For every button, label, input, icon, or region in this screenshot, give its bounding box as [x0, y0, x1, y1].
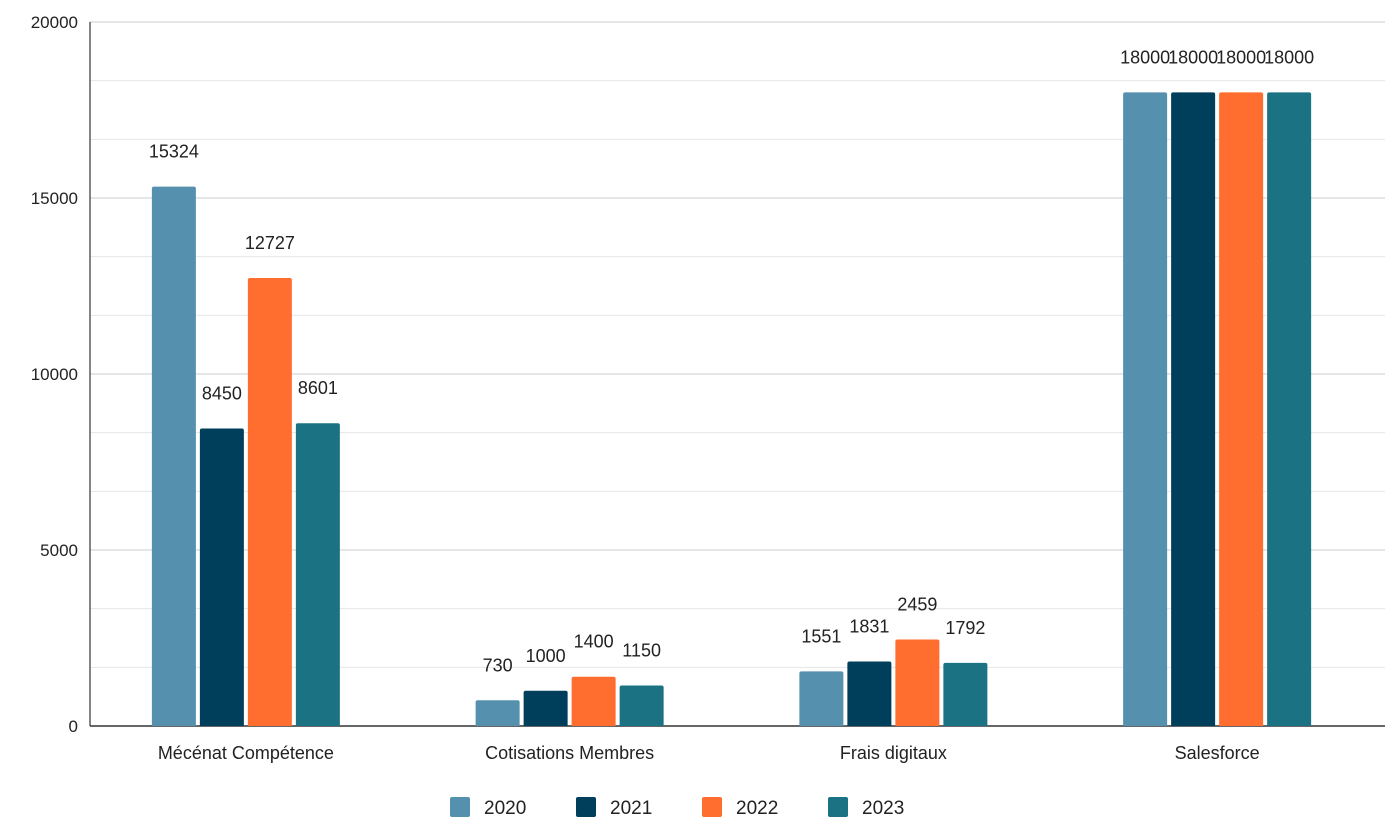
y-tick-label: 15000 [31, 189, 78, 208]
bar-2023-3[interactable] [1267, 92, 1312, 726]
legend-swatch-2020[interactable] [450, 797, 470, 817]
bar-2021-2[interactable] [847, 661, 892, 726]
bar-2022-2[interactable] [895, 639, 940, 726]
legend-label[interactable]: 2020 [484, 798, 526, 819]
data-label: 730 [483, 655, 513, 675]
bar-2020-1[interactable] [475, 700, 520, 726]
bar-2023-2[interactable] [943, 662, 988, 726]
x-tick-label: Cotisations Membres [485, 743, 654, 763]
data-label: 1551 [801, 626, 841, 646]
data-label: 1150 [622, 641, 661, 661]
x-tick-label: Mécénat Compétence [158, 743, 334, 763]
bar-2021-0[interactable] [199, 428, 244, 726]
x-tick-label: Salesforce [1175, 743, 1260, 763]
bars-layer [151, 92, 1312, 726]
y-tick-label: 10000 [31, 365, 78, 384]
data-label: 8601 [298, 378, 338, 398]
bar-2023-0[interactable] [295, 423, 340, 726]
data-label: 1831 [849, 617, 889, 637]
legend-label[interactable]: 2022 [736, 798, 778, 819]
data-labels-layer: 15324 8450 12727 8601 730 1000 1400 1150 1551 183… [149, 47, 1314, 675]
legend-swatch-2022[interactable] [702, 797, 722, 817]
data-label: 18000 [1216, 47, 1266, 67]
bar-2020-3[interactable] [1123, 92, 1168, 726]
y-tick-label: 0 [69, 717, 78, 736]
bar-2022-0[interactable] [247, 278, 292, 726]
legend-label[interactable]: 2023 [862, 798, 904, 819]
y-tick-label: 5000 [40, 541, 78, 560]
data-label: 18000 [1120, 47, 1170, 67]
x-tick-label: Frais digitaux [840, 743, 947, 763]
axis-layer: 0 5000 10000 15000 20000 Mécénat Compétence Co… [31, 13, 1385, 763]
legend-swatch-2021[interactable] [576, 797, 596, 817]
data-label: 1400 [574, 632, 614, 652]
data-label: 18000 [1264, 47, 1314, 67]
bar-2022-3[interactable] [1219, 92, 1264, 726]
bar-2022-1[interactable] [571, 676, 616, 726]
data-label: 18000 [1168, 47, 1218, 67]
data-label: 8450 [202, 384, 242, 404]
bar-2020-0[interactable] [151, 186, 196, 726]
legend: 2020 2021 2022 2023 [450, 797, 904, 819]
data-label: 1000 [526, 646, 566, 666]
bar-2023-1[interactable] [619, 685, 664, 726]
data-label: 2459 [897, 594, 937, 614]
bar-2020-2[interactable] [799, 671, 844, 726]
data-label: 15324 [149, 142, 199, 162]
bar-2021-3[interactable] [1171, 92, 1216, 726]
bar-2021-1[interactable] [523, 690, 568, 726]
data-label: 1792 [945, 618, 985, 638]
legend-label[interactable]: 2021 [610, 798, 652, 819]
legend-swatch-2023[interactable] [828, 797, 848, 817]
data-label: 12727 [245, 233, 295, 253]
y-tick-label: 20000 [31, 13, 78, 32]
